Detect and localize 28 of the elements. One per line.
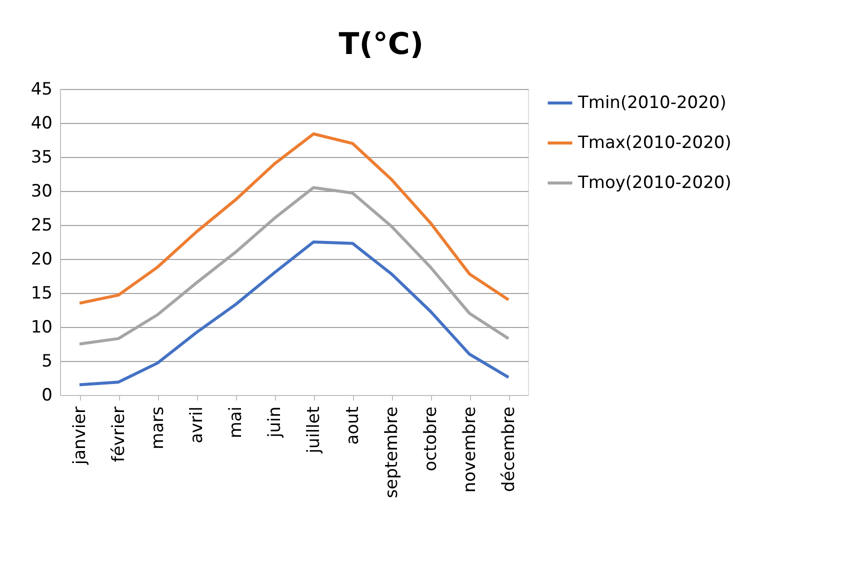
y-tick-label: 45 <box>30 80 52 100</box>
y-tick-label: 40 <box>30 114 52 134</box>
chart-title: T(°C) <box>338 27 424 62</box>
y-tick-label: 0 <box>42 386 52 406</box>
legend-label: Tmin(2010-2020) <box>577 93 726 113</box>
x-tick-label: février <box>109 406 129 462</box>
y-tick-label: 20 <box>30 250 52 270</box>
legend-label: Tmax(2010-2020) <box>577 133 732 153</box>
y-tick-label: 5 <box>42 352 52 372</box>
y-tick-label: 15 <box>30 284 52 304</box>
x-tick-label: mai <box>226 406 246 438</box>
y-tick-label: 25 <box>30 216 52 236</box>
y-tick-label: 10 <box>30 318 52 338</box>
x-tick-label: mars <box>148 406 168 450</box>
x-tick-label: aout <box>343 406 363 445</box>
x-tick-label: avril <box>187 406 207 444</box>
legend-label: Tmoy(2010-2020) <box>577 173 732 193</box>
line-series <box>78 132 510 305</box>
x-tick-label: juillet <box>304 406 324 454</box>
x-tick-label: janvier <box>70 406 90 466</box>
x-tick-label: juin <box>265 406 285 438</box>
x-tick-label: novembre <box>460 406 480 493</box>
x-tick-label: décembre <box>499 406 519 492</box>
y-tick-label: 30 <box>30 182 52 202</box>
x-tick-label: octobre <box>421 406 441 472</box>
line-series <box>78 240 510 386</box>
y-tick-label: 35 <box>30 148 52 168</box>
x-tick-label: septembre <box>382 406 402 498</box>
